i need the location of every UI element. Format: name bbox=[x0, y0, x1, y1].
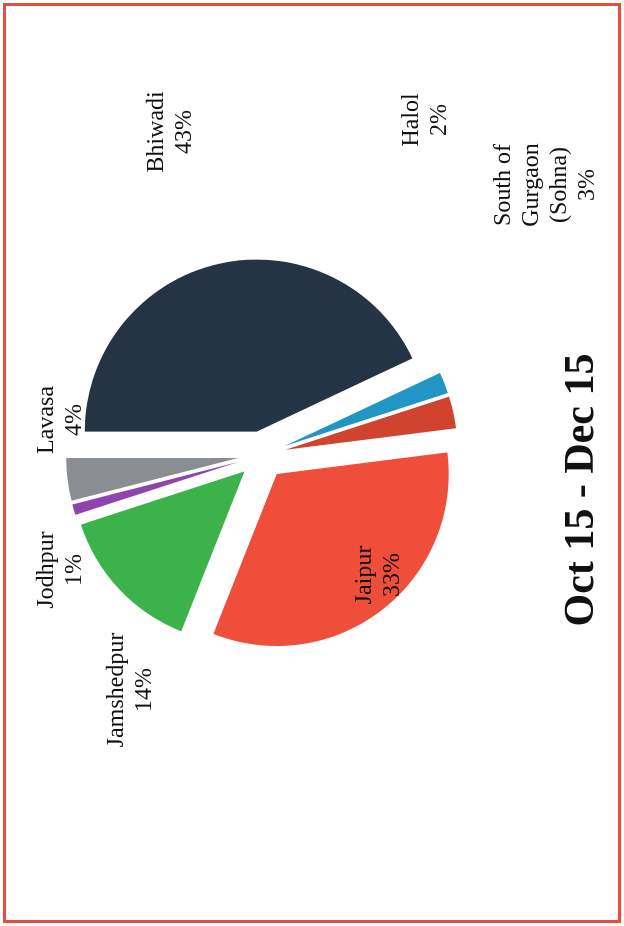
slice-label: Halol 2% bbox=[397, 93, 453, 146]
slice-value: 14% bbox=[131, 668, 157, 712]
slice-name: South of Gurgaon (Sohna) bbox=[490, 143, 572, 227]
chart-title: Oct 15 - Dec 15 bbox=[557, 353, 603, 627]
slice-value: 2% bbox=[426, 104, 452, 137]
slice-name: Bhiwadi bbox=[143, 91, 169, 173]
slice-label: Jamshedpur 14% bbox=[102, 633, 158, 748]
slice-name: Halol bbox=[398, 93, 424, 147]
slice-label: Jodhpur 1% bbox=[32, 531, 88, 608]
slice-value: 3% bbox=[574, 169, 600, 201]
slice-label: Bhiwadi 43% bbox=[142, 91, 198, 172]
slice-name: Jaipur bbox=[351, 545, 377, 605]
slice-label: Jaipur 33% bbox=[350, 546, 406, 605]
pie-slice bbox=[66, 458, 239, 501]
slice-name: Jamshedpur bbox=[103, 632, 129, 748]
slice-value: 33% bbox=[379, 553, 405, 597]
slice-label: South of Gurgaon (Sohna) 3% bbox=[489, 120, 601, 250]
slice-value: 1% bbox=[61, 554, 87, 586]
pie-slice bbox=[80, 471, 245, 632]
pie-slice bbox=[213, 452, 449, 646]
pie-slice bbox=[284, 372, 448, 447]
slice-name: Lavasa bbox=[33, 386, 59, 454]
slice-value: 43% bbox=[171, 110, 197, 155]
pie-slice bbox=[285, 396, 457, 450]
slice-name: Jodhpur bbox=[33, 531, 59, 609]
slice-value: 4% bbox=[61, 404, 87, 436]
pie-slice bbox=[72, 461, 239, 515]
slice-label: Lavasa 4% bbox=[32, 386, 88, 454]
frame bbox=[3, 3, 621, 923]
pie-slice bbox=[84, 259, 413, 432]
